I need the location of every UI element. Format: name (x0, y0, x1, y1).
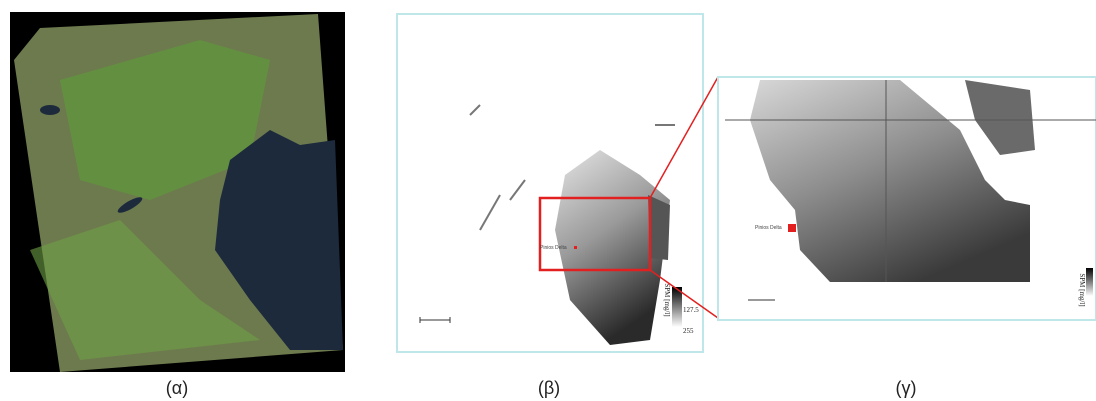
spm-map-zoom: Pinios Delta SPM [mg/l] (718, 77, 1096, 320)
legend-tick: 127.5 (683, 306, 699, 314)
spm-map-overview: Pinios Delta SPM [mg/l] 127.5 255 (397, 14, 703, 352)
location-label: Pinios Delta (540, 245, 567, 251)
legend-title: SPM [mg/l] (663, 283, 671, 316)
caption: (α) (166, 378, 188, 398)
caption: (γ) (896, 378, 917, 398)
location-label: Pinios Delta (755, 225, 782, 231)
legend-tick: 255 (683, 327, 694, 335)
figure: Pinios Delta SPM [mg/l] 127.5 255 Pinios… (0, 0, 1096, 401)
caption: (β) (538, 378, 560, 398)
satellite-image (10, 12, 345, 372)
legend-title: SPM [mg/l] (1078, 273, 1086, 306)
